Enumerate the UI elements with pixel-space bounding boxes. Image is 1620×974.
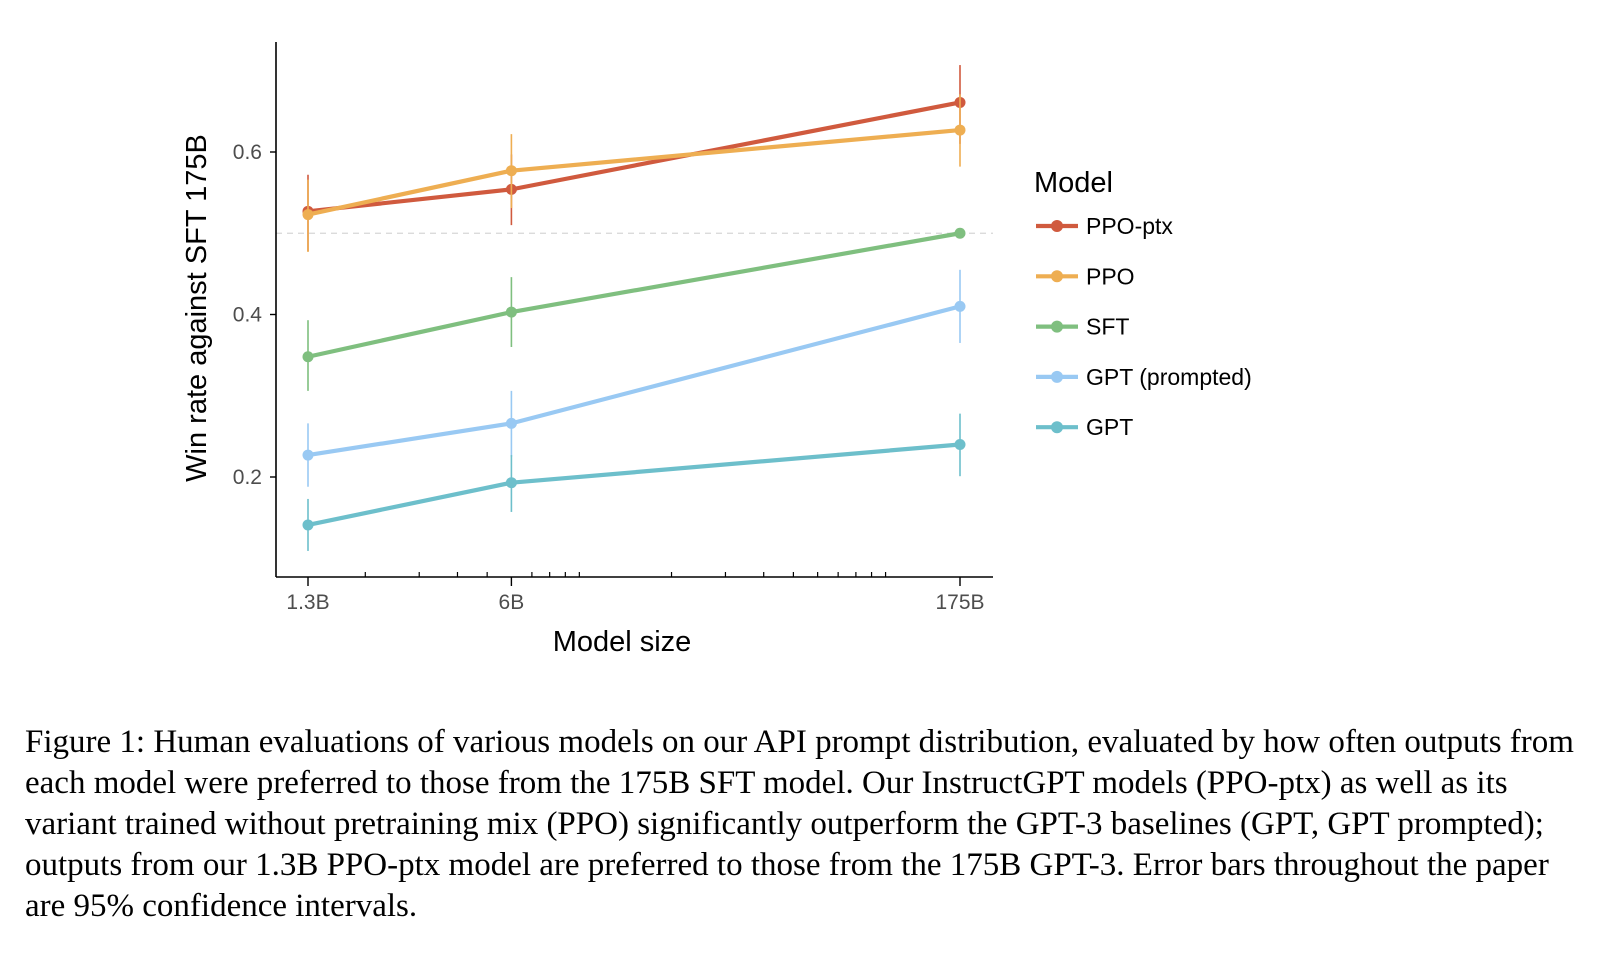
legend-label: PPO xyxy=(1086,263,1135,289)
legend-swatch-point xyxy=(1051,370,1063,383)
x-minor-ticks xyxy=(364,572,887,577)
data-point xyxy=(302,209,314,221)
data-point xyxy=(954,227,966,239)
data-point xyxy=(302,519,314,531)
x-axis-title: Model size xyxy=(553,626,692,658)
legend-swatch-point xyxy=(1051,270,1063,283)
x-axis-ticks: 1.3B 6B 175B xyxy=(286,577,985,614)
legend-label: GPT (prompted) xyxy=(1086,364,1252,390)
y-tick-label: 0.2 xyxy=(233,466,262,489)
data-point xyxy=(954,300,966,312)
data-point xyxy=(302,449,314,461)
chart-figure: 1.3B 6B 175B 0.2 0.4 0.6 Model size Win rate… xyxy=(181,42,1252,658)
x-tick-label: 6B xyxy=(499,591,525,614)
series-line xyxy=(305,231,963,359)
legend-item-ppo: PPO xyxy=(1036,263,1135,289)
data-point xyxy=(954,439,966,450)
data-point xyxy=(505,477,517,489)
series-gpt xyxy=(302,413,966,551)
legend-label: SFT xyxy=(1086,314,1129,340)
legend-item-sft: SFT xyxy=(1036,314,1129,340)
y-tick-label: 0.4 xyxy=(233,304,263,327)
series-ppo xyxy=(302,94,966,252)
figure-caption: Figure 1: Human evaluations of various m… xyxy=(25,724,1574,924)
legend-swatch-point xyxy=(1051,421,1063,434)
x-tick-label: 1.3B xyxy=(286,591,329,614)
series-gpt-prompted xyxy=(302,269,966,487)
legend-swatch-point xyxy=(1051,220,1063,232)
legend-title: Model xyxy=(1034,167,1113,199)
y-axis-ticks: 0.2 0.4 0.6 xyxy=(233,141,276,489)
y-tick-label: 0.6 xyxy=(233,141,262,164)
legend-item-gpt: GPT xyxy=(1036,414,1133,440)
x-tick-label: 175B xyxy=(935,591,984,614)
series-line xyxy=(305,442,963,528)
data-point xyxy=(505,417,517,429)
series-line xyxy=(305,304,963,458)
data-point xyxy=(302,351,314,363)
data-point xyxy=(505,165,517,177)
plot-area xyxy=(276,65,993,551)
legend-item-ppo-ptx: PPO-ptx xyxy=(1036,213,1173,239)
legend-label: PPO-ptx xyxy=(1086,213,1173,239)
legend: Model PPO-ptx PPO SFT GPT (prompted) GPT xyxy=(1034,167,1252,440)
series-sft xyxy=(302,227,966,391)
legend-item-gpt-prompted: GPT (prompted) xyxy=(1036,364,1252,390)
legend-swatch-point xyxy=(1051,320,1063,333)
data-point xyxy=(954,124,966,136)
data-point xyxy=(505,306,517,318)
legend-label: GPT xyxy=(1086,414,1133,440)
y-axis-title: Win rate against SFT 175B xyxy=(181,134,213,482)
